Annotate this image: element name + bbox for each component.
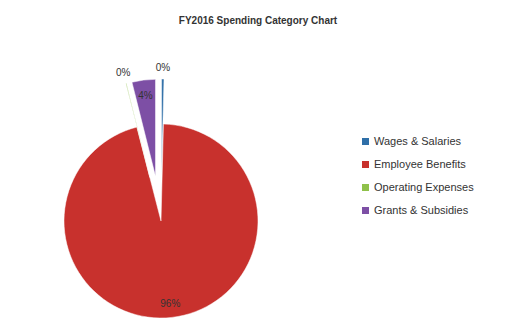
legend-label: Wages & Salaries	[374, 135, 462, 147]
chart: FY2016 Spending Category Chart 0% 96% 0% 4% W…	[0, 0, 520, 333]
legend-swatch	[362, 207, 369, 214]
legend-swatch	[362, 184, 369, 191]
legend-swatch	[362, 138, 369, 145]
legend-label: Operating Expenses	[374, 181, 474, 193]
slice	[64, 124, 258, 318]
legend: Wages & Salaries Employee Benefits Operati…	[362, 135, 474, 216]
legend-label: Grants & Subsidies	[374, 204, 469, 216]
data-label: 0%	[116, 67, 131, 78]
data-label: 0%	[156, 62, 171, 73]
legend-swatch	[362, 161, 369, 168]
legend-label: Employee Benefits	[374, 158, 466, 170]
title: FY2016 Spending Category Chart	[179, 15, 338, 26]
data-label: 96%	[160, 298, 180, 309]
data-labels: 0% 96% 0% 4%	[116, 62, 180, 309]
slice	[132, 79, 156, 176]
slices	[64, 79, 258, 318]
data-label: 4%	[138, 90, 153, 101]
